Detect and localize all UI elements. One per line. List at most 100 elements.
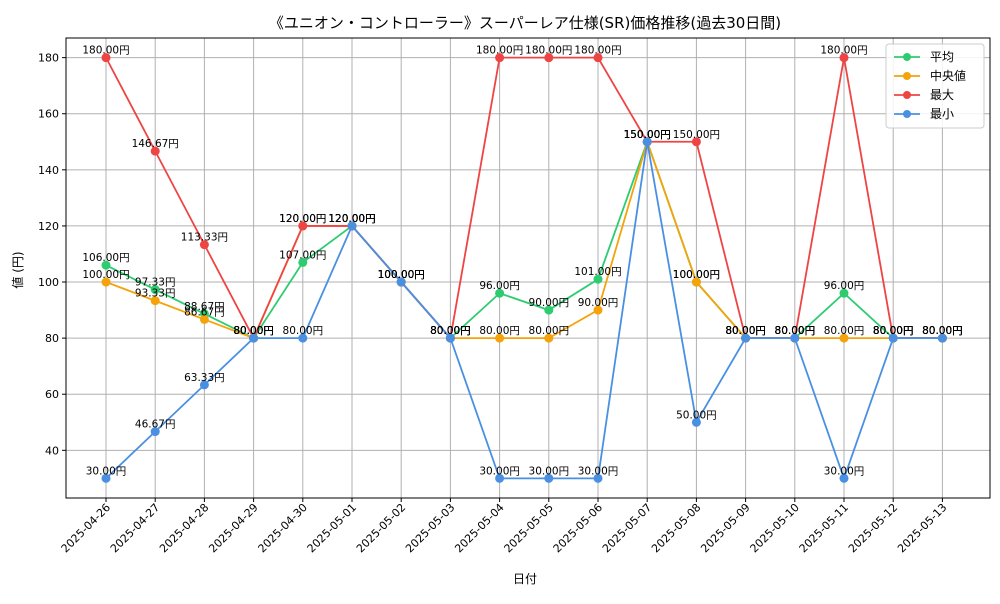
series-marker	[199, 380, 209, 390]
series-marker	[495, 288, 505, 298]
data-label: 63.33円	[184, 372, 225, 384]
series-marker	[199, 314, 209, 324]
x-tick-label: 2025-05-07	[600, 501, 654, 555]
x-tick-label: 2025-04-27	[108, 501, 162, 555]
legend-label: 最大	[930, 88, 954, 102]
x-tick-label: 2025-05-12	[846, 501, 900, 555]
data-label: 180.00円	[82, 45, 129, 57]
series-marker	[839, 53, 849, 63]
data-label: 180.00円	[574, 45, 621, 57]
series-marker	[839, 473, 849, 483]
legend-label: 中央値	[930, 68, 966, 83]
data-label: 80.00円	[233, 325, 274, 337]
data-label: 80.00円	[922, 325, 963, 337]
y-tick-label: 140	[38, 164, 59, 177]
x-tick-label: 2025-04-26	[59, 501, 113, 555]
legend-marker	[903, 72, 911, 80]
series-marker	[544, 333, 554, 343]
x-tick-label: 2025-05-13	[895, 501, 949, 555]
data-label: 30.00円	[578, 465, 619, 477]
series-line-2	[105, 56, 943, 341]
data-label: 80.00円	[430, 325, 471, 337]
series-marker	[495, 473, 505, 483]
data-label: 80.00円	[824, 325, 865, 337]
data-label: 180.00円	[476, 45, 523, 57]
series-marker	[150, 296, 160, 306]
data-label: 146.67円	[132, 138, 179, 150]
series-line-1	[105, 138, 943, 340]
data-label: 93.33円	[135, 288, 176, 300]
data-label: 120.00円	[279, 213, 326, 225]
legend-box	[885, 43, 985, 129]
data-label: 106.00円	[82, 252, 129, 264]
data-label: 80.00円	[775, 325, 816, 337]
series-marker	[888, 333, 898, 343]
data-label: 80.00円	[430, 325, 471, 337]
data-label: 80.00円	[873, 325, 914, 337]
data-label: 88.67円	[184, 301, 225, 313]
series-marker	[298, 221, 308, 231]
legend-marker	[903, 110, 911, 118]
data-label: 80.00円	[430, 325, 471, 337]
data-label: 100.00円	[378, 269, 425, 281]
data-label: 107.00円	[279, 249, 326, 261]
data-label: 100.00円	[378, 269, 425, 281]
x-tick-label: 2025-05-08	[649, 501, 703, 555]
x-tick-label: 2025-05-06	[551, 501, 605, 555]
y-axis-label: 値 (円)	[10, 251, 25, 288]
series-marker	[101, 277, 111, 287]
data-label: 180.00円	[820, 45, 867, 57]
x-tick-label: 2025-05-01	[305, 501, 359, 555]
legend-label: 最小	[930, 107, 954, 121]
x-tick-label: 2025-04-28	[157, 501, 211, 555]
series-marker	[101, 473, 111, 483]
data-label: 80.00円	[922, 325, 963, 337]
data-label: 80.00円	[233, 325, 274, 337]
series-marker	[150, 285, 160, 295]
series-line-3	[105, 141, 943, 482]
data-label: 46.67円	[135, 419, 176, 431]
series-marker	[691, 417, 701, 427]
data-label: 96.00円	[479, 280, 520, 292]
x-tick-label: 2025-05-04	[452, 501, 506, 555]
data-label: 100.00円	[673, 269, 720, 281]
data-label: 120.00円	[328, 213, 375, 225]
series-marker	[642, 137, 652, 147]
data-label: 150.00円	[624, 129, 671, 141]
x-tick-label: 2025-04-29	[206, 501, 260, 555]
chart-title: 《ユニオン・コントローラー》スーパーレア仕様(SR)価格推移(過去30日間)	[269, 14, 781, 32]
x-axis-label: 日付	[513, 572, 537, 586]
series-marker	[593, 305, 603, 315]
data-label: 80.00円	[775, 325, 816, 337]
series-line-0	[105, 139, 943, 340]
y-tick-label: 180	[38, 52, 59, 65]
data-label: 96.00円	[824, 280, 865, 292]
data-label: 80.00円	[725, 325, 766, 337]
data-label: 101.00円	[574, 266, 621, 278]
data-label: 80.00円	[775, 325, 816, 337]
series-marker	[691, 137, 701, 147]
x-tick-label: 2025-05-05	[502, 501, 556, 555]
y-tick-label: 100	[38, 276, 59, 289]
data-label: 80.00円	[283, 325, 324, 337]
series-marker	[150, 146, 160, 156]
y-tick-label: 80	[45, 332, 59, 345]
data-label: 100.00円	[378, 269, 425, 281]
series-marker	[544, 473, 554, 483]
series-marker	[839, 333, 849, 343]
series-marker	[495, 333, 505, 343]
x-tick-label: 2025-05-03	[403, 501, 457, 555]
series-marker	[593, 53, 603, 63]
data-label: 120.00円	[328, 213, 375, 225]
series-marker	[839, 288, 849, 298]
data-label: 150.00円	[624, 129, 671, 141]
data-label: 80.00円	[725, 325, 766, 337]
series-marker	[396, 277, 406, 287]
series-marker	[544, 305, 554, 315]
legend-label: 平均	[930, 50, 954, 64]
plot-frame	[65, 37, 991, 499]
series-marker	[101, 53, 111, 63]
x-tick-label: 2025-04-30	[256, 501, 310, 555]
data-label: 80.00円	[922, 325, 963, 337]
series-marker	[298, 333, 308, 343]
